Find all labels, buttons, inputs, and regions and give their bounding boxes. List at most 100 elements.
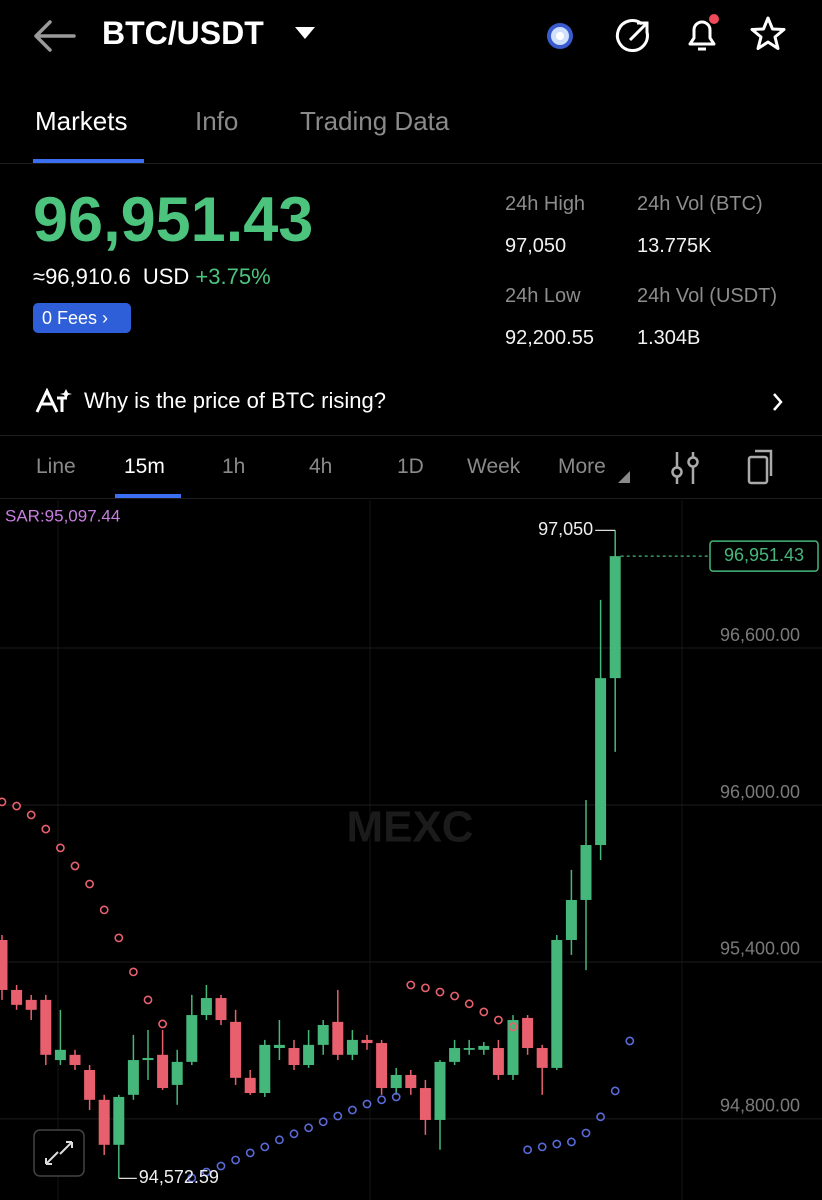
banner-chevron[interactable] — [770, 390, 786, 414]
y-tick-label: 96,000.00 — [720, 782, 800, 802]
sar-dot — [420, 983, 430, 993]
sar-dot — [216, 1161, 226, 1171]
favorite-icon[interactable] — [748, 14, 788, 54]
coin-icon[interactable] — [540, 16, 580, 56]
divider — [0, 435, 822, 436]
fees-button[interactable]: 0 Fees › — [33, 303, 131, 333]
sar-dot — [362, 1099, 372, 1109]
sar-dot — [304, 1123, 313, 1133]
candlestick-chart: MEXC SAR:95,097.44 94,800.00 95,400.00 96,… — [0, 500, 822, 1200]
candle-body — [303, 1044, 315, 1066]
sar-dot — [274, 1135, 284, 1145]
tab[interactable]: Trading Data — [300, 106, 450, 136]
sar-dot — [391, 1092, 401, 1102]
sar-dot — [333, 1111, 343, 1121]
candle-body — [69, 1054, 81, 1066]
annotation-label: 94,572.59 — [139, 1167, 219, 1187]
candle-body — [419, 1088, 431, 1120]
fullscreen-icon — [45, 1141, 73, 1165]
candle-body — [0, 939, 8, 990]
y-tick-label: 94,800.00 — [720, 1096, 800, 1116]
interval[interactable]: More — [558, 455, 606, 478]
sar-dot — [435, 987, 445, 997]
interval[interactable]: Line — [36, 455, 76, 478]
y-tick-label: 95,400.00 — [720, 939, 800, 959]
stat-label: 24h Low — [505, 285, 581, 307]
sar-dot — [231, 1155, 240, 1165]
sar-dot — [245, 1148, 255, 1158]
pair-title[interactable]: BTC/USDT — [102, 15, 264, 51]
dropdown-arrow[interactable] — [294, 26, 316, 42]
y-tick-label: 96,600.00 — [720, 625, 800, 645]
candle-body — [200, 998, 212, 1016]
interval[interactable]: 1D — [397, 455, 424, 478]
share-icon[interactable] — [614, 16, 654, 56]
layout-icon[interactable] — [744, 448, 778, 486]
tab-underline — [33, 159, 144, 163]
candle-body — [288, 1048, 300, 1066]
candle-body — [98, 1099, 110, 1145]
last-price: 96,951.43 — [33, 185, 314, 255]
sar-dot — [450, 991, 459, 1001]
tab[interactable]: Info — [195, 106, 239, 136]
sar-dot — [26, 810, 36, 820]
sar-dot — [41, 824, 51, 834]
stat-label: 24h High — [505, 193, 586, 215]
candle-body — [507, 1020, 519, 1075]
candle-body — [434, 1061, 446, 1120]
notification-icon[interactable] — [682, 12, 724, 56]
sar-dot — [318, 1117, 328, 1127]
candle-body — [609, 556, 621, 679]
sar-dot — [158, 1019, 167, 1029]
sar-dot — [493, 1015, 503, 1025]
annotation-label: 97,050 — [538, 519, 593, 539]
sar-dot — [581, 1128, 591, 1138]
candle-body — [171, 1061, 183, 1085]
interval[interactable]: Week — [467, 455, 521, 478]
stat-value: 13.775K — [637, 235, 712, 257]
sar-dot — [523, 1145, 532, 1155]
candle-body — [113, 1096, 125, 1145]
candle-body — [346, 1039, 358, 1055]
candle-body — [522, 1017, 534, 1049]
back-button[interactable] — [30, 16, 80, 56]
sar-dot — [464, 999, 474, 1009]
interval[interactable]: 4h — [309, 455, 333, 478]
sar-dot — [201, 1167, 211, 1177]
sar-dot — [128, 967, 138, 977]
candle-body — [317, 1025, 329, 1045]
candle-body — [405, 1074, 417, 1089]
sar-dot — [552, 1139, 562, 1149]
sar-dot — [114, 933, 124, 943]
candle-body — [273, 1044, 285, 1049]
candle-body — [54, 1049, 66, 1061]
interval[interactable]: 1h — [222, 455, 246, 478]
last-price-box — [709, 540, 819, 572]
sar-dot — [610, 1086, 620, 1096]
sar-dot — [99, 905, 109, 915]
sar-dot — [12, 801, 21, 811]
sar-dot — [625, 1036, 635, 1046]
interval[interactable]: 15m — [124, 455, 165, 478]
tab[interactable]: Markets — [35, 106, 128, 136]
candle-body — [478, 1045, 490, 1050]
candle-body — [332, 1021, 344, 1055]
candle-body — [157, 1054, 169, 1089]
sar-dot — [85, 879, 94, 889]
candle-body — [186, 1015, 198, 1062]
candle-body — [244, 1077, 256, 1094]
candle-body — [580, 845, 592, 900]
sar-dot — [187, 1173, 197, 1183]
candle-body — [40, 999, 52, 1055]
indicator-icon[interactable] — [668, 450, 702, 486]
sar-dot — [377, 1095, 386, 1105]
sar-label: SAR:95,097.44 — [5, 506, 120, 525]
banner-text[interactable]: Why is the price of BTC rising? — [84, 388, 386, 413]
sar-dot — [537, 1142, 547, 1152]
fullscreen-button[interactable] — [33, 1129, 85, 1177]
watermark: MEXC — [346, 803, 473, 852]
sar-dot — [56, 843, 65, 853]
stat-value: 1.304B — [637, 327, 701, 349]
sar-dot — [289, 1129, 299, 1139]
candle-body — [565, 899, 577, 940]
